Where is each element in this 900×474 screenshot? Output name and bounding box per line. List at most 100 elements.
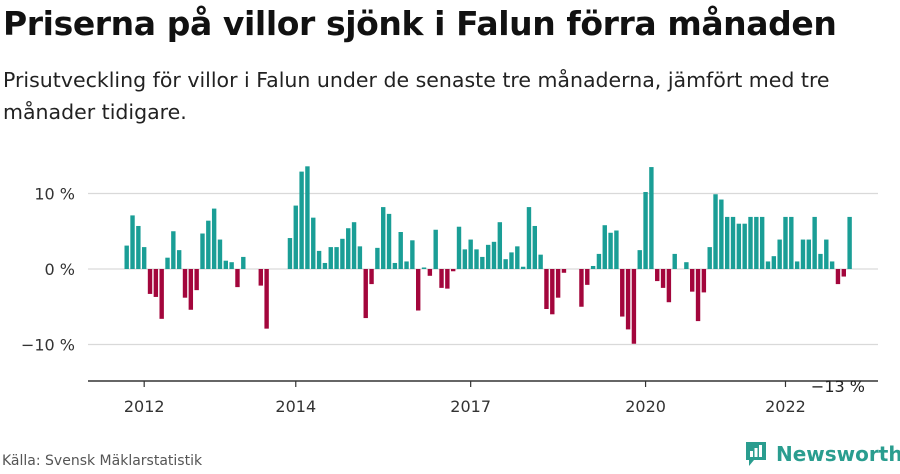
bar — [223, 260, 229, 269]
bar — [369, 269, 374, 285]
bar — [824, 239, 829, 269]
bar — [835, 269, 841, 285]
bar — [258, 269, 263, 286]
bar — [777, 239, 782, 269]
bar — [550, 269, 555, 315]
bar — [386, 213, 392, 269]
bar — [800, 239, 806, 269]
bar — [690, 269, 695, 292]
bar — [579, 269, 584, 307]
bar — [532, 225, 537, 269]
x-tick-label: 2022 — [765, 397, 806, 416]
bar — [328, 247, 333, 269]
brand[interactable]: Newsworthy — [744, 440, 900, 468]
bar — [625, 269, 631, 330]
bar — [176, 250, 182, 270]
bar — [724, 216, 730, 269]
x-tick-label: 2020 — [625, 397, 666, 416]
bar — [340, 238, 345, 269]
bar — [130, 215, 135, 269]
bar — [474, 249, 479, 269]
bar — [590, 265, 596, 269]
y-tick-label: 0 % — [45, 260, 75, 279]
labels: 10 % 0 % −10 % 2012 2014 2017 2020 2022 −13 % — [21, 185, 865, 417]
bar — [614, 230, 619, 269]
bar — [684, 262, 689, 269]
bar — [660, 269, 666, 288]
bar — [299, 171, 304, 269]
bar — [672, 253, 677, 269]
bar — [334, 247, 339, 269]
bar — [491, 241, 497, 269]
bar — [503, 259, 508, 269]
bar — [765, 261, 771, 269]
bar — [450, 269, 456, 272]
brand-name: Newsworthy — [776, 442, 900, 466]
bar — [381, 207, 386, 269]
bar — [783, 216, 788, 269]
bar — [357, 246, 363, 269]
bar — [585, 269, 590, 285]
bar — [346, 228, 351, 269]
bar — [363, 269, 368, 319]
chart-subtitle: Prisutveckling för villor i Falun under … — [3, 68, 830, 124]
bar — [235, 269, 240, 288]
bar — [439, 269, 444, 288]
bar — [596, 253, 602, 269]
bar — [433, 229, 438, 269]
bar — [829, 261, 835, 269]
bar — [398, 232, 403, 269]
bar — [520, 266, 526, 269]
bar — [427, 269, 433, 276]
bar — [707, 247, 712, 269]
bar — [200, 233, 205, 269]
bar — [316, 250, 322, 269]
y-tick-label: 10 % — [34, 185, 75, 204]
bar — [305, 166, 310, 269]
bar — [771, 256, 777, 269]
annotation-label: −13 % — [811, 377, 865, 396]
bar — [719, 199, 724, 269]
bar — [649, 167, 654, 269]
bar — [147, 269, 153, 294]
bar — [631, 269, 637, 344]
bar — [421, 267, 427, 269]
source-note: Källa: Svensk Mäklarstatistik — [2, 453, 203, 469]
bar — [485, 244, 491, 269]
axes — [88, 380, 878, 387]
bar — [847, 216, 852, 269]
newsworthy-logo-icon — [746, 442, 766, 466]
bar — [480, 256, 485, 269]
bar — [194, 269, 199, 291]
bar — [789, 216, 794, 269]
bar — [188, 269, 194, 310]
x-tick-label: 2014 — [275, 397, 316, 416]
bar — [217, 239, 223, 269]
bar — [206, 220, 211, 269]
bar — [124, 245, 129, 269]
bar — [701, 269, 707, 293]
bar — [754, 216, 759, 269]
bars — [124, 166, 852, 344]
bar — [456, 226, 462, 269]
bar — [620, 269, 625, 317]
bar — [293, 205, 298, 269]
bar — [713, 194, 718, 269]
bar — [410, 240, 415, 269]
bar — [794, 261, 800, 269]
bar — [812, 216, 817, 269]
bar — [748, 216, 753, 269]
bar — [608, 232, 613, 269]
bar — [509, 252, 514, 269]
bar — [544, 269, 549, 310]
bar — [538, 254, 543, 269]
bar — [241, 256, 246, 269]
bar — [229, 262, 234, 269]
bar — [695, 269, 701, 322]
bar — [462, 249, 468, 269]
bar — [182, 269, 188, 298]
bar — [445, 269, 450, 289]
bar — [643, 191, 648, 269]
bar — [153, 269, 159, 297]
bar — [351, 222, 357, 269]
